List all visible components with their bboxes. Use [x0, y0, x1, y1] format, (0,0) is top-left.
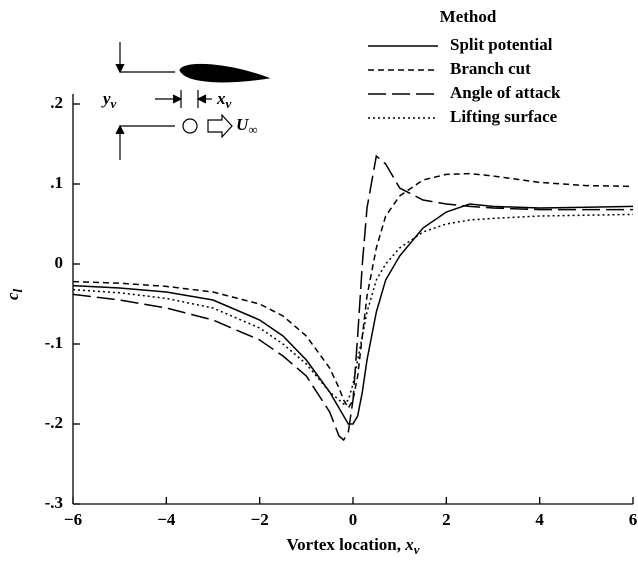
var: x — [404, 535, 414, 554]
var: y — [101, 89, 111, 108]
x-tick-label: −2 — [251, 510, 269, 529]
y-axis-label: cl — [3, 288, 25, 300]
sub: v — [226, 96, 232, 111]
sub: v — [414, 542, 420, 557]
x-axis-label: Vortex location, xv — [286, 535, 419, 557]
x-tick-label: 2 — [442, 510, 451, 529]
x-tick-label: −4 — [157, 510, 176, 529]
sub: ∞ — [248, 122, 257, 137]
y-tick-label: -.2 — [45, 413, 63, 432]
label: Vortex location, — [286, 535, 405, 554]
legend-label: Split potential — [450, 35, 553, 54]
x-tick-label: 4 — [535, 510, 544, 529]
x-tick-label: 0 — [349, 510, 358, 529]
legend-title: Method — [440, 7, 497, 26]
y-tick-label: -.3 — [45, 493, 63, 512]
var: x — [216, 89, 226, 108]
legend-label: Angle of attack — [450, 83, 561, 102]
y-tick-label: -.1 — [45, 333, 63, 352]
legend-label: Branch cut — [450, 59, 531, 78]
series-line — [72, 172, 634, 410]
inset-label: yv — [101, 89, 117, 111]
series-line — [72, 154, 633, 442]
sub: l — [10, 288, 25, 292]
inset-label: xv — [216, 89, 232, 111]
y-tick-label: 0 — [55, 253, 64, 272]
x-tick-label: −6 — [64, 510, 82, 529]
var: U — [236, 115, 249, 134]
y-tick-label: .2 — [50, 93, 63, 112]
inset-diagram — [115, 42, 271, 160]
series-line — [72, 203, 634, 425]
legend-label: Lifting surface — [450, 107, 558, 126]
series-line — [72, 213, 634, 405]
var: c — [3, 292, 22, 300]
y-tick-label: .1 — [50, 173, 63, 192]
inset-label: U∞ — [236, 115, 258, 137]
sub: v — [111, 96, 117, 111]
x-tick-label: 6 — [629, 510, 638, 529]
